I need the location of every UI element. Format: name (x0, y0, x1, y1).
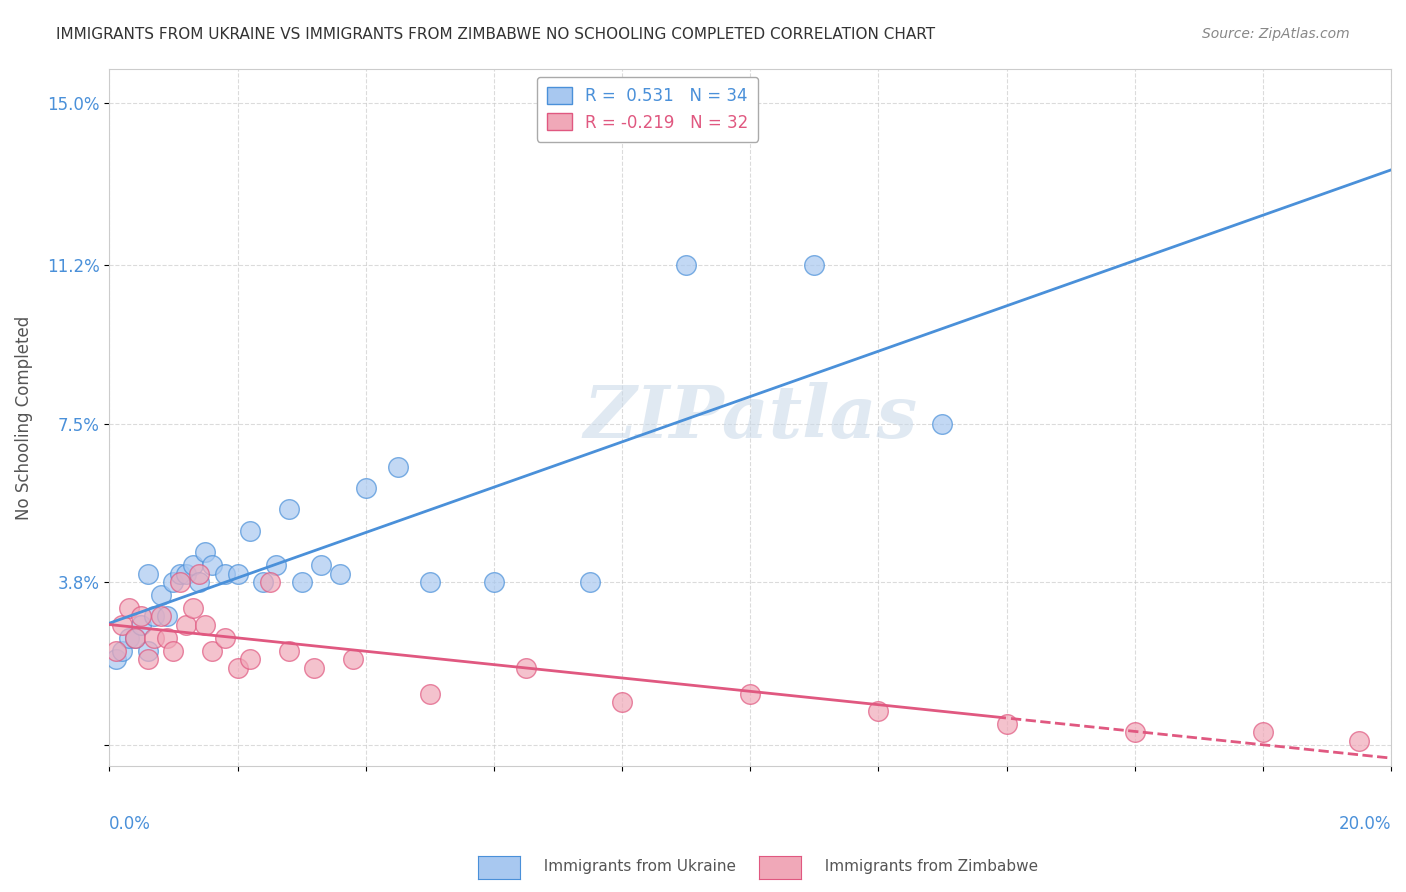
Point (124, 631, 146, 645)
Point (803, 259, 825, 273)
Point (304, 661, 326, 675)
Point (111, 644, 134, 658)
Point (149, 588, 172, 602)
Point (342, 652, 364, 666)
Point (143, 631, 166, 645)
Point (239, 652, 262, 666)
Point (214, 631, 236, 645)
Point (264, 558, 287, 573)
Point (214, 566, 236, 581)
Point (515, 661, 537, 675)
Point (188, 566, 211, 581)
Point (104, 644, 127, 658)
Point (931, 417, 953, 431)
Point (252, 575, 274, 590)
Point (309, 558, 332, 573)
Point (226, 566, 249, 581)
Point (117, 601, 139, 615)
Point (194, 545, 217, 559)
Point (291, 575, 314, 590)
Point (1348, 733, 1371, 747)
Point (136, 644, 159, 658)
Point (482, 575, 505, 590)
Point (162, 644, 184, 658)
Point (194, 618, 217, 632)
Legend: R =  0.531   N = 34, R = -0.219   N = 32: R = 0.531 N = 34, R = -0.219 N = 32 (537, 77, 758, 142)
Point (226, 661, 249, 675)
Point (136, 566, 159, 581)
Point (201, 558, 224, 573)
Point (259, 575, 281, 590)
Text: 0.0%: 0.0% (110, 815, 152, 833)
Point (239, 524, 262, 538)
Point (354, 481, 377, 495)
Point (995, 716, 1018, 731)
Point (740, 687, 762, 701)
Point (174, 566, 197, 581)
Point (579, 575, 602, 590)
Text: Source: ZipAtlas.com: Source: ZipAtlas.com (1202, 27, 1350, 41)
Point (111, 618, 134, 632)
Point (868, 704, 890, 718)
Point (131, 609, 153, 624)
Point (136, 652, 159, 666)
Point (201, 644, 224, 658)
Point (1123, 725, 1146, 739)
Point (117, 631, 139, 645)
Point (169, 566, 191, 581)
Text: Immigrants from Ukraine: Immigrants from Ukraine (534, 859, 737, 874)
Text: Immigrants from Zimbabwe: Immigrants from Zimbabwe (815, 859, 1039, 874)
Point (610, 695, 633, 709)
Text: ZIPatlas: ZIPatlas (583, 382, 917, 453)
Point (156, 631, 179, 645)
Point (181, 601, 204, 615)
Y-axis label: No Schooling Completed: No Schooling Completed (15, 315, 32, 519)
Point (156, 609, 179, 624)
Text: IMMIGRANTS FROM UKRAINE VS IMMIGRANTS FROM ZIMBABWE NO SCHOOLING COMPLETED CORRE: IMMIGRANTS FROM UKRAINE VS IMMIGRANTS FR… (56, 27, 935, 42)
Point (277, 644, 299, 658)
Point (104, 652, 127, 666)
Text: 20.0%: 20.0% (1339, 815, 1391, 833)
Point (1251, 725, 1274, 739)
Point (419, 575, 441, 590)
Point (149, 609, 172, 624)
Point (387, 459, 409, 474)
Point (143, 609, 166, 624)
Point (174, 618, 197, 632)
Point (277, 502, 299, 516)
Point (675, 259, 697, 273)
Point (131, 618, 153, 632)
Point (188, 575, 211, 590)
Point (124, 631, 146, 645)
Point (181, 558, 204, 573)
Point (419, 687, 441, 701)
Point (169, 575, 191, 590)
Point (329, 566, 352, 581)
Point (162, 575, 184, 590)
